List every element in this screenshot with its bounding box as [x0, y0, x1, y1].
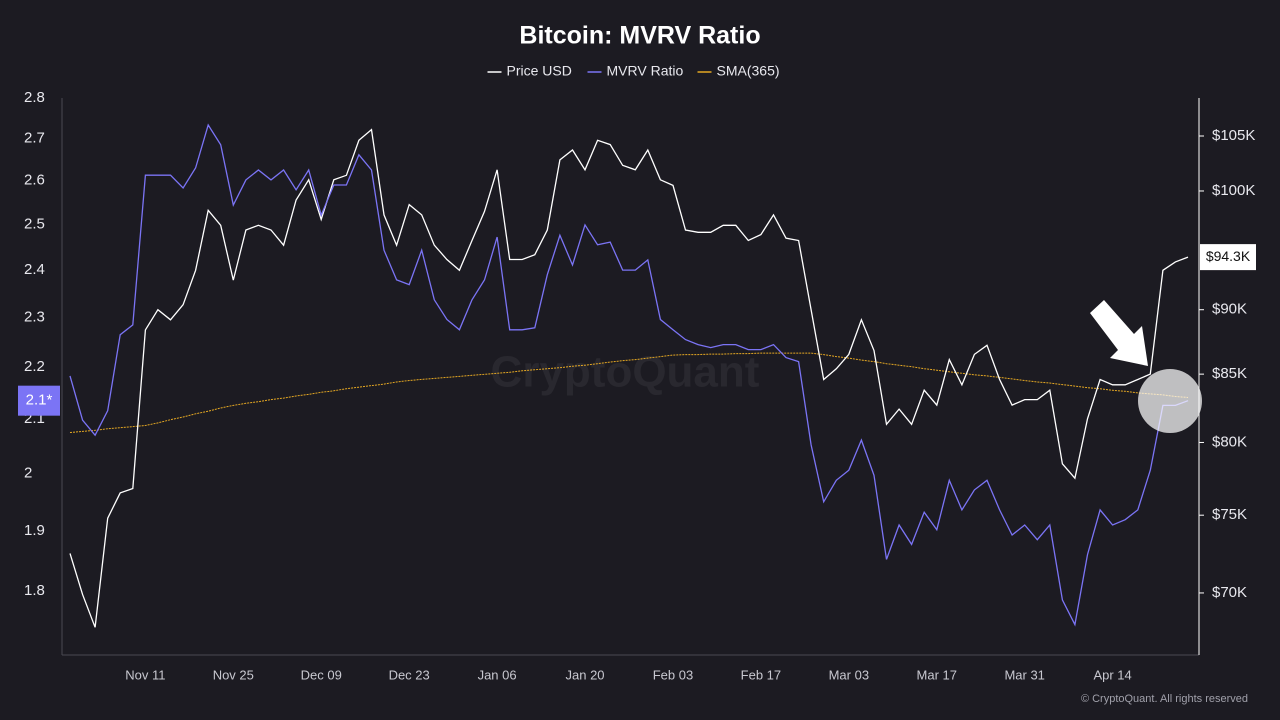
x-tick-label: Nov 11 — [125, 667, 165, 682]
legend-label: Price USD — [507, 63, 572, 79]
y-tick-label: 2.8 — [24, 89, 45, 106]
y-tick-label: 2.3 — [24, 309, 45, 326]
legend-label: MVRV Ratio — [607, 63, 684, 79]
x-tick-label: Dec 09 — [301, 667, 342, 682]
y2-tick-label: $80K — [1212, 433, 1247, 450]
plot-area — [69, 123, 1189, 628]
y-tick-label: 1.8 — [24, 582, 45, 599]
y-tick-label: 2.6 — [24, 172, 45, 189]
y2-tick-label: $105K — [1212, 127, 1255, 144]
x-tick-label: Nov 25 — [213, 667, 254, 682]
y-tick-label: 2.5 — [24, 215, 45, 232]
y2-tick-label: $75K — [1212, 506, 1247, 523]
x-tick-label: Jan 06 — [478, 667, 517, 682]
y-tick-label: 2.2 — [24, 358, 45, 375]
x-tick-label: Dec 23 — [389, 667, 430, 682]
footer: © CryptoQuant. All rights reserved — [1081, 693, 1248, 705]
current-value-label: $94.3K — [1206, 248, 1251, 264]
y-tick-label: 2 — [24, 465, 32, 482]
x-tick-label: Feb 17 — [741, 667, 781, 682]
x-tick-label: Feb 03 — [653, 667, 693, 682]
x-tick-label: Mar 17 — [917, 667, 957, 682]
series-line — [69, 128, 1189, 628]
y-tick-label: 2.4 — [24, 261, 45, 278]
legend-label: SMA(365) — [717, 63, 780, 79]
watermark: CryptoQuant — [491, 348, 760, 397]
highlight-circle — [1138, 369, 1202, 433]
current-value-box — [18, 385, 60, 416]
x-tick-label: Jan 20 — [566, 667, 605, 682]
current-value-box — [1200, 244, 1256, 271]
y2-tick-label: $85K — [1212, 365, 1247, 382]
y-tick-label: 1.9 — [24, 522, 45, 539]
series-line — [69, 352, 1189, 433]
y2-tick-label: $90K — [1212, 301, 1247, 318]
x-tick-label: Mar 31 — [1004, 667, 1044, 682]
current-value-label: 2.1* — [26, 392, 53, 409]
arrow — [1090, 300, 1148, 366]
y-tick-label: 2.7 — [24, 130, 45, 147]
y2-tick-label: $100K — [1212, 182, 1255, 199]
x-tick-label: Mar 03 — [829, 667, 869, 682]
y2-tick-label: $70K — [1212, 584, 1247, 601]
x-tick-label: Apr 14 — [1093, 667, 1131, 682]
series-line — [69, 123, 1189, 627]
chart-title: Bitcoin: MVRV Ratio — [519, 22, 760, 50]
